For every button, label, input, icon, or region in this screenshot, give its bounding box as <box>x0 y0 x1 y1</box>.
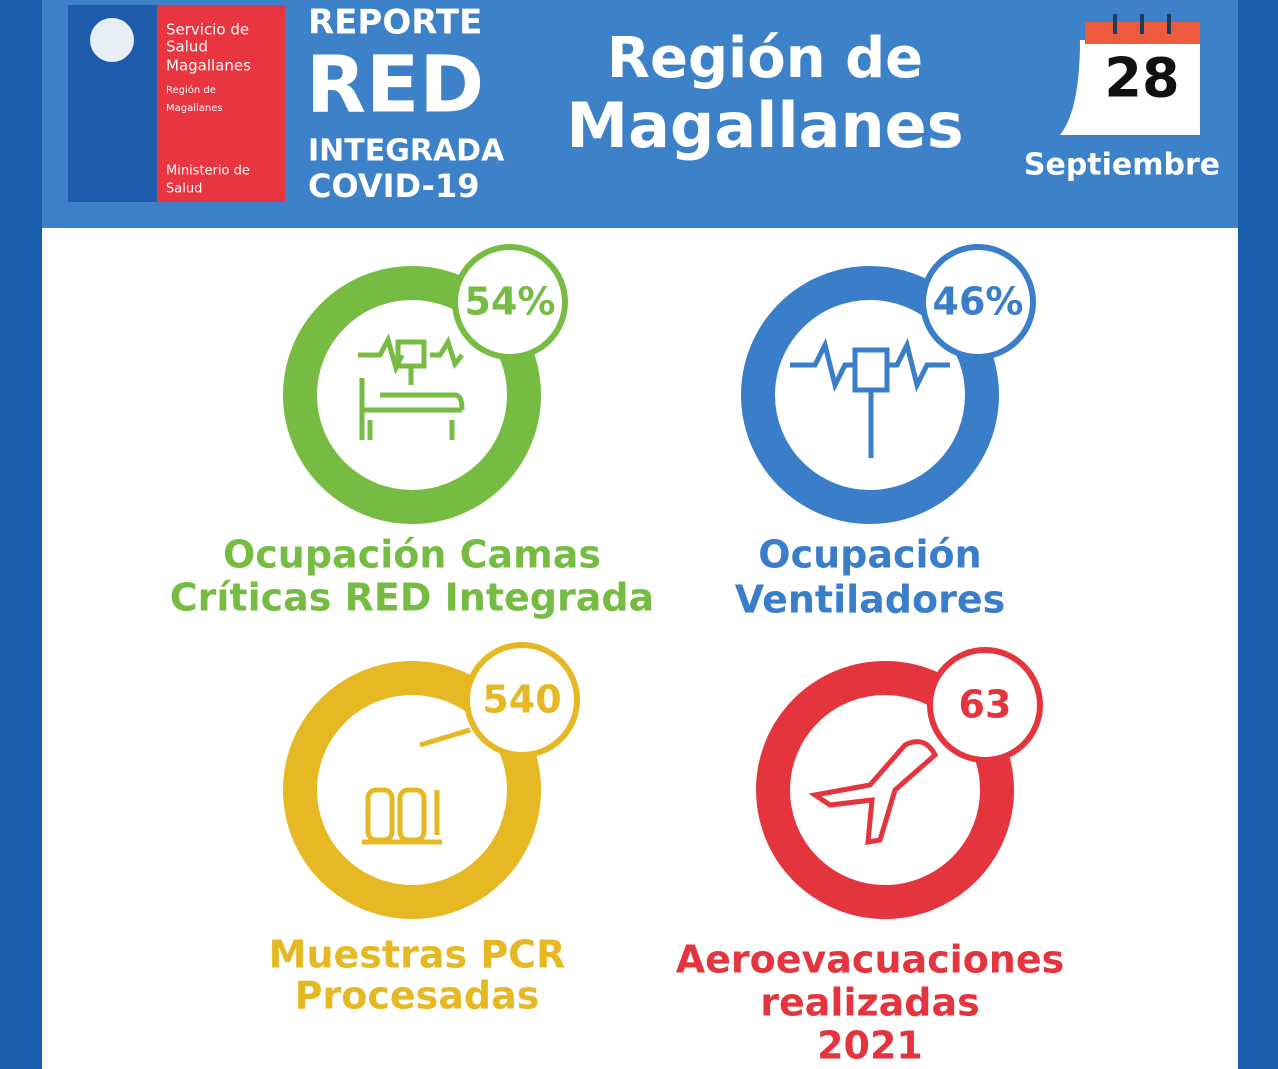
badge <box>464 642 580 758</box>
logo-line: Salud <box>166 182 202 197</box>
report-line: RED <box>306 40 484 130</box>
ring <box>756 661 1014 919</box>
date-day: 28 <box>1104 47 1179 110</box>
pulse <box>790 337 950 393</box>
indicator-label: Ocupación Camas <box>223 533 601 577</box>
indicator-label: Ventiladores <box>735 578 1005 622</box>
date-month: Septiembre <box>1024 148 1220 183</box>
rack <box>362 727 471 845</box>
indicator-value: 46% <box>933 280 1024 324</box>
logo-line: Región de <box>166 84 216 96</box>
logo-line: Salud <box>166 38 208 56</box>
logo-line: Magallanes <box>166 103 223 114</box>
crest <box>90 18 134 62</box>
logo-line: Servicio de <box>166 21 249 39</box>
report-line: COVID-19 <box>308 167 479 205</box>
badge <box>452 244 568 360</box>
indicator-value: 54% <box>465 280 556 324</box>
ring <box>741 266 999 524</box>
ring <box>283 266 541 524</box>
indicator-value: 63 <box>959 683 1012 727</box>
pcr-icon <box>362 727 471 845</box>
indicator-label: Ocupación <box>758 533 981 577</box>
indicator-label: Muestras PCR <box>269 933 566 977</box>
plane-icon <box>808 739 939 846</box>
logo-red <box>157 5 285 202</box>
logo-line: Ministerio de <box>166 164 250 179</box>
indicator-label: Procesadas <box>295 974 540 1018</box>
vent-icon <box>790 337 950 458</box>
bed <box>359 366 465 440</box>
region-title: Magallanes <box>566 89 963 162</box>
indicator-label: Aeroevacuaciones <box>676 938 1065 982</box>
calendar-rings <box>1113 14 1171 34</box>
indicator-label: realizadas <box>760 981 979 1025</box>
content <box>42 228 1238 1069</box>
report-title: REPORTE RED INTEGRADA COVID-19 <box>306 3 505 206</box>
bed-icon <box>358 333 465 440</box>
region-title: Región de <box>607 26 923 91</box>
ring <box>283 661 541 919</box>
logo-line: Magallanes <box>166 57 251 75</box>
report-line: INTEGRADA <box>308 134 505 169</box>
calendar-page <box>1060 40 1200 135</box>
indicator-label: 2021 <box>817 1024 923 1068</box>
badge <box>927 647 1043 763</box>
indicator-label: Críticas RED Integrada <box>170 576 654 620</box>
badge <box>920 244 1036 360</box>
indicator-value: 540 <box>482 678 561 722</box>
logo-text: Servicio de Salud Magallanes Región de M… <box>166 21 251 197</box>
report-line: REPORTE <box>308 3 482 43</box>
